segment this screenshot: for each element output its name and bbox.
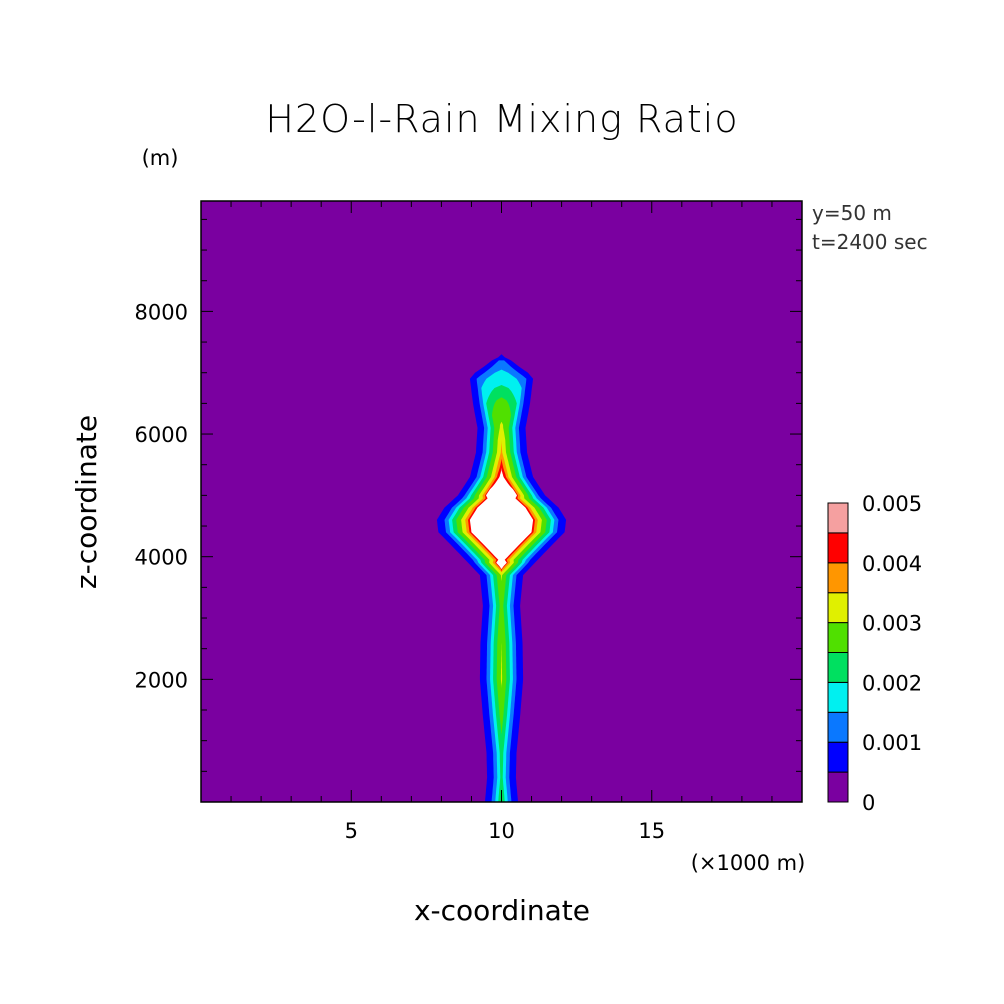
y-unit-label: (m) [142, 146, 179, 170]
x-unit-label: (×1000 m) [691, 851, 806, 875]
colorbar-band [827, 622, 849, 653]
y-tick-label: 4000 [135, 546, 188, 570]
colorbar-band [827, 532, 849, 564]
contour-level-10 [469, 470, 534, 802]
x-tick-label: 5 [345, 819, 358, 843]
colorbar-band [827, 681, 849, 713]
y-tick-label: 6000 [135, 423, 188, 447]
colorbar-band [827, 771, 849, 803]
x-tick-label: 10 [488, 819, 515, 843]
colorbar-tick-label: 0.005 [862, 492, 922, 516]
axis-ticks [201, 201, 802, 802]
y-tick-label: 2000 [135, 668, 188, 692]
colorbar-band [827, 502, 849, 534]
colorbar-tick-label: 0.004 [862, 552, 922, 576]
colorbar-tick-label: 0.002 [862, 671, 922, 695]
annotation-t: t=2400 sec [812, 230, 928, 254]
contour-field [436, 354, 567, 802]
colorbar-band [827, 562, 849, 594]
colorbar-tick-label: 0.003 [862, 612, 922, 636]
colorbar-band [827, 652, 849, 683]
colorbar-tick-label: 0 [862, 791, 875, 815]
colorbar-band [827, 741, 849, 773]
colorbar-tick-label: 0.001 [862, 731, 922, 755]
colorbar-band [827, 592, 849, 624]
y-axis-label: z-coordinate [70, 415, 103, 589]
y-tick-label: 8000 [135, 300, 188, 324]
x-axis-label: x-coordinate [414, 894, 590, 927]
colorbar-band [827, 711, 849, 743]
annotation-y: y=50 m [812, 201, 892, 225]
chart-title: H2O-l-Rain Mixing Ratio [265, 97, 738, 141]
colorbar: 0 0.001 0.002 0.003 0.004 0.005 [827, 492, 922, 815]
x-tick-label: 15 [638, 819, 665, 843]
